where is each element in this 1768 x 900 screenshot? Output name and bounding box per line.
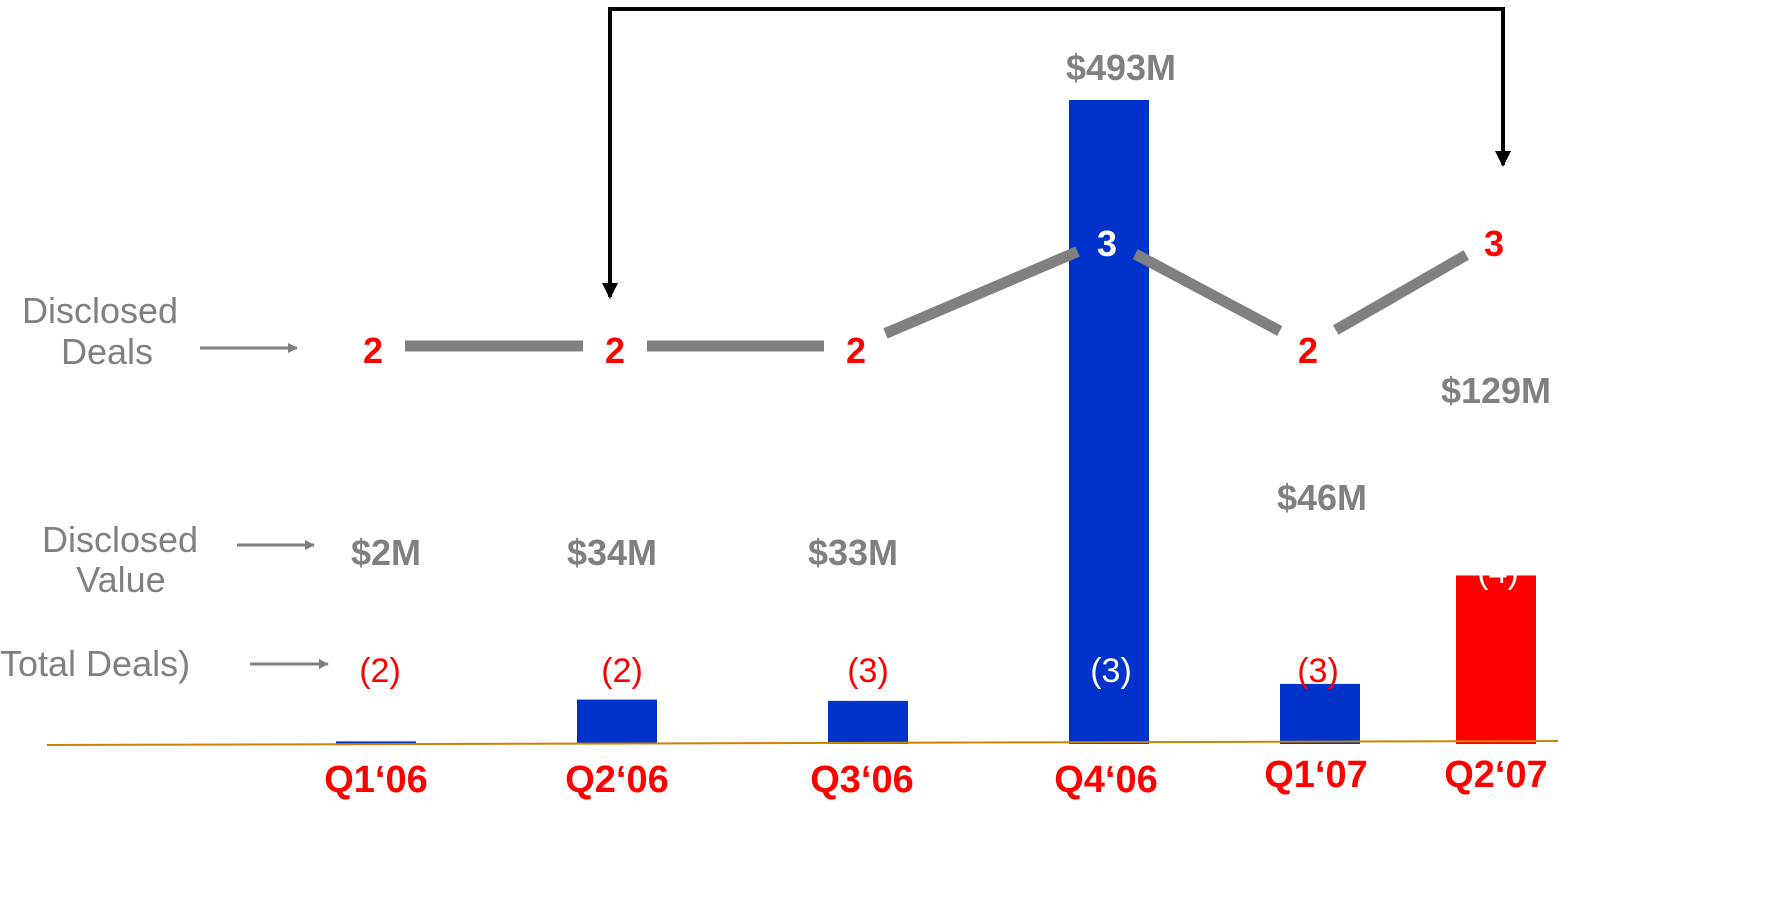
total-deals-count-label: (3): [847, 652, 889, 690]
value-bar: [1280, 683, 1360, 744]
total-deals-count-label: (2): [601, 652, 643, 690]
total-deals-label: Total Deals): [0, 643, 190, 684]
value-bar: [1069, 100, 1149, 744]
disclosed-value-label: $493M: [1066, 47, 1176, 88]
value-bar: [828, 700, 908, 744]
total-deals-count-label: (4): [1477, 553, 1519, 591]
disclosed-value-label: $46M: [1277, 477, 1367, 518]
deal-count-label: 2: [605, 330, 625, 371]
total-deals-count-label: (2): [359, 652, 401, 690]
disclosed-value-label: $2M: [351, 532, 421, 573]
value-bar: [1456, 575, 1536, 744]
category-tick-label: Q4‘06: [1054, 759, 1158, 801]
value-bar: [577, 699, 657, 744]
category-tick-label: Q3‘06: [810, 759, 914, 801]
comparison-bracket: [608, 7, 1505, 297]
disclosed-value-label-line1: Disclosed: [42, 519, 198, 560]
disclosed-value-label: $34M: [567, 532, 657, 573]
deal-count-line-segment: [1132, 249, 1283, 336]
x-axis-line: [46, 740, 1559, 746]
disclosed-deals-label-line2: Deals: [61, 331, 153, 372]
disclosed-deals-label-line1: Disclosed: [22, 290, 178, 331]
deal-count-label: 2: [1298, 330, 1318, 371]
deal-count-label: 3: [1097, 223, 1117, 264]
category-tick-label: Q1‘06: [324, 759, 428, 801]
disclosed-value-label-line2: Value: [76, 559, 165, 600]
deal-count-line-segment: [1332, 250, 1470, 335]
deal-count-label: 2: [846, 330, 866, 371]
value-bar: [336, 741, 416, 744]
comparison-bracket-arrowhead-left: [602, 283, 618, 299]
category-tick-label: Q1‘07: [1264, 754, 1368, 796]
deal-count-label: 2: [363, 330, 383, 371]
category-tick-label: Q2‘07: [1444, 754, 1548, 796]
comparison-bracket-arrowhead-right: [1495, 151, 1511, 167]
total-deals-count-label: (3): [1297, 652, 1339, 690]
disclosed-value-label: $129M: [1441, 370, 1551, 411]
deal-count-label: 3: [1484, 223, 1504, 264]
deal-count-line-segment: [883, 246, 1080, 339]
total-deals-count-label: (3): [1090, 652, 1132, 690]
category-tick-label: Q2‘06: [565, 759, 669, 801]
disclosed-value-label: $33M: [808, 532, 898, 573]
